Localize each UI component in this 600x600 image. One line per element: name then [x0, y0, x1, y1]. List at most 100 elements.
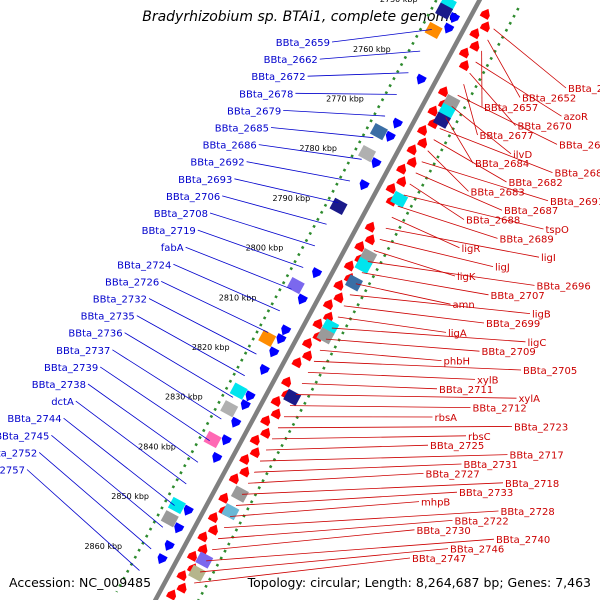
reverse-leader-line	[439, 128, 553, 173]
reverse-cds-arrow	[218, 492, 229, 504]
reverse-leader-line	[343, 305, 485, 324]
kbp-tick-label: 2800 kbp	[246, 244, 284, 253]
feature-box	[229, 382, 248, 400]
reverse-gene-label: BBta_2657	[484, 103, 538, 114]
reverse-leader-line	[355, 283, 451, 305]
reverse-leader-line	[457, 94, 558, 145]
kbp-tick-label: 2750 kbp	[380, 0, 418, 4]
reverse-leader-line	[463, 84, 478, 136]
reverse-cds-arrow	[260, 415, 271, 427]
reverse-leader-line	[254, 463, 462, 473]
reverse-cds-arrow	[385, 183, 396, 195]
reverse-cds-arrow	[406, 144, 417, 156]
reverse-gene-label: amn	[453, 300, 475, 311]
reverse-leader-line	[379, 238, 494, 267]
reverse-cds-arrow	[343, 260, 354, 272]
reverse-gene-label: ligR	[462, 244, 481, 255]
reverse-gene-label: BBta_2687	[504, 206, 558, 217]
forward-cds-arrow	[449, 11, 461, 23]
reverse-cds-arrow	[416, 125, 428, 136]
reverse-gene-label: BBta_2681	[555, 169, 600, 180]
kbp-tick-label: 2840 kbp	[138, 442, 176, 451]
feature-box	[283, 388, 302, 406]
forward-leader-line	[161, 281, 269, 333]
reverse-cds-arrow	[207, 512, 218, 524]
forward-leader-line	[136, 315, 245, 377]
reverse-gene-label: BBta_2717	[510, 451, 564, 462]
genome-stats-text: Topology: circular; Length: 8,264,687 bp…	[247, 575, 591, 590]
reverse-cds-arrow	[301, 337, 312, 349]
forward-cds-arrow	[231, 416, 242, 428]
reverse-leader-line	[349, 294, 531, 314]
reverse-cds-arrow	[469, 40, 480, 52]
reverse-gene-label: BBta_2673	[559, 140, 600, 151]
reverse-gene-label: BBta_2677	[480, 131, 534, 142]
reverse-cds-arrow	[417, 137, 428, 149]
forward-cds-arrow	[392, 117, 403, 129]
reverse-cds-arrow	[364, 221, 375, 233]
forward-leader-line	[246, 161, 351, 182]
reverse-gene-label: BBta_2691	[550, 197, 600, 208]
reverse-leader-line	[248, 473, 424, 484]
forward-gene-label: BBta_2752	[0, 448, 37, 459]
forward-gene-label: BBta_2678	[239, 89, 293, 100]
reverse-cds-arrow	[458, 47, 469, 59]
feature-box	[188, 564, 207, 582]
reverse-cds-arrow	[312, 318, 323, 330]
forward-cds-arrow	[164, 539, 175, 551]
reverse-leader-line	[200, 548, 449, 573]
reverse-gene-label: ligA	[448, 328, 467, 339]
forward-leader-line	[234, 178, 339, 204]
reverse-cds-arrow	[322, 299, 333, 311]
reverse-leader-line	[224, 510, 499, 528]
forward-cds-arrow	[276, 333, 287, 345]
reverse-cds-arrow	[260, 427, 271, 439]
forward-leader-line	[197, 229, 304, 268]
reverse-leader-line	[409, 183, 465, 220]
forward-cds-arrow	[240, 399, 251, 411]
reverse-gene-label: rbsC	[468, 432, 491, 443]
forward-cds-arrow	[312, 267, 323, 279]
genome-backbone	[152, 0, 483, 600]
reverse-leader-line	[194, 557, 411, 584]
forward-gene-label: BBta_2732	[93, 295, 147, 306]
feature-box	[358, 144, 377, 163]
reverse-leader-line	[230, 501, 420, 517]
forward-leader-line	[222, 195, 327, 225]
reverse-leader-line	[236, 491, 458, 506]
forward-gene-label: BBta_2745	[0, 431, 49, 442]
reverse-gene-label: tspO	[546, 225, 569, 236]
reverse-leader-line	[277, 426, 513, 429]
reverse-cds-arrow	[176, 582, 187, 594]
forward-cds-arrow	[259, 363, 270, 375]
forward-leader-line	[63, 417, 175, 506]
feature-box	[220, 400, 239, 418]
reverse-gene-label: BBta_2707	[491, 291, 545, 302]
reverse-leader-line	[397, 205, 498, 239]
kbp-tick-label: 2830 kbp	[165, 393, 203, 402]
reverse-gene-label: BBta_2696	[537, 281, 591, 292]
reverse-cds-arrow	[479, 21, 490, 33]
feature-box	[390, 190, 409, 208]
forward-cds-arrow	[416, 73, 427, 85]
reverse-leader-line	[325, 338, 480, 352]
forward-leader-line	[209, 212, 316, 247]
reverse-gene-label: BBta_2730	[417, 526, 471, 537]
reverse-cds-arrow	[354, 241, 365, 253]
reverse-leader-line	[487, 39, 521, 98]
forward-gene-label: dctA	[51, 397, 74, 408]
forward-gene-label: BBta_2719	[142, 226, 196, 237]
reverse-gene-label: BBta_2747	[412, 554, 466, 565]
reverse-leader-line	[212, 529, 415, 551]
reverse-gene-label: ilvD	[513, 150, 532, 161]
reverse-gene-label: ligJ	[495, 263, 510, 274]
forward-leader-line	[283, 110, 386, 117]
reverse-gene-label: ligI	[541, 253, 556, 264]
reverse-gene-label: BBta_2683	[471, 187, 525, 198]
feature-box	[230, 485, 249, 503]
reverse-gene-label: BBta_2731	[464, 460, 518, 471]
forward-leader-line	[319, 50, 421, 60]
reverse-cds-arrow	[427, 105, 438, 117]
forward-gene-label: BBta_2708	[154, 209, 208, 220]
reverse-leader-line	[385, 227, 540, 258]
